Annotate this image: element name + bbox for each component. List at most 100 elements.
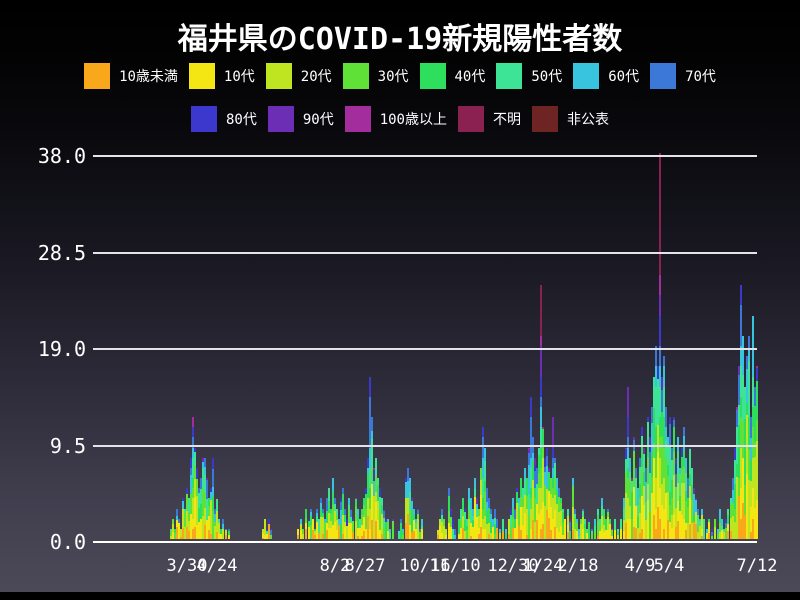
bar xyxy=(524,467,526,539)
bar-segment xyxy=(522,524,524,539)
bar-segment xyxy=(663,447,665,479)
bar-segment xyxy=(448,496,450,512)
gridline-19.0 xyxy=(93,348,757,350)
bar-segment xyxy=(486,524,488,539)
bar xyxy=(693,488,695,539)
bar xyxy=(643,447,645,539)
bar-segment xyxy=(478,527,480,535)
bar-segment xyxy=(627,498,629,519)
bar-segment xyxy=(342,494,344,515)
bar xyxy=(544,457,546,539)
bar xyxy=(586,528,588,539)
bar-segment xyxy=(641,427,643,436)
bar-segment xyxy=(725,523,727,528)
bar-segment xyxy=(514,508,516,510)
bar-segment xyxy=(657,425,659,452)
bar-segment xyxy=(730,498,732,504)
bar-segment xyxy=(649,512,651,539)
bar xyxy=(651,406,653,539)
bar-segment xyxy=(675,474,677,488)
bar-segment xyxy=(176,519,178,528)
bar-segment xyxy=(262,537,264,539)
bar-segment xyxy=(182,498,184,502)
bar-segment xyxy=(526,534,528,539)
bar xyxy=(671,447,673,539)
bar xyxy=(198,488,200,539)
bar-segment xyxy=(462,509,464,517)
bar-segment xyxy=(562,508,564,513)
bar-segment xyxy=(383,511,385,519)
bar-segment xyxy=(518,526,520,539)
bar-segment xyxy=(711,528,713,532)
bar-segment xyxy=(484,491,486,517)
bar-segment xyxy=(454,528,456,536)
bar-segment xyxy=(338,525,340,539)
bar xyxy=(214,508,216,539)
bar-segment xyxy=(196,524,198,539)
bar xyxy=(599,518,601,539)
bar-segment xyxy=(192,528,194,539)
bar xyxy=(402,528,404,539)
bar-segment xyxy=(691,500,693,524)
legend-swatch-icon xyxy=(496,63,523,89)
bar xyxy=(578,528,580,539)
bar-segment xyxy=(202,515,204,539)
bar xyxy=(332,478,334,539)
bar-segment xyxy=(746,369,748,403)
bar-segment xyxy=(220,528,222,535)
bar xyxy=(538,447,540,539)
bar xyxy=(711,528,713,539)
bar-segment xyxy=(740,417,742,448)
bar-segment xyxy=(540,488,542,509)
gridline-0.0 xyxy=(93,541,757,543)
bar-segment xyxy=(526,478,528,496)
bar xyxy=(302,528,304,539)
bar-segment xyxy=(172,531,174,539)
bar-segment xyxy=(379,510,381,531)
bar-segment xyxy=(655,366,657,387)
bar-segment xyxy=(736,406,738,410)
bar-segment xyxy=(540,406,542,428)
bar-segment xyxy=(514,527,516,539)
bar xyxy=(365,488,367,539)
bar-segment xyxy=(454,535,456,539)
bar-segment xyxy=(369,447,371,468)
bar xyxy=(176,508,178,539)
bar xyxy=(322,508,324,539)
bar xyxy=(373,467,375,539)
bar xyxy=(496,518,498,539)
bar-segment xyxy=(542,427,544,430)
bar-segment xyxy=(188,530,190,539)
bar-segment xyxy=(738,366,740,375)
bar-segment xyxy=(681,447,683,457)
bar-segment xyxy=(540,447,542,468)
bar xyxy=(300,518,302,539)
bar-segment xyxy=(492,518,494,527)
bar-segment xyxy=(530,396,532,418)
bar-segment xyxy=(605,518,607,530)
legend-label: 100歳以上 xyxy=(379,112,447,128)
bar-segment xyxy=(510,509,512,515)
bar-segment xyxy=(653,443,655,458)
bar-segment xyxy=(350,508,352,510)
bar-segment xyxy=(421,518,423,526)
bar-segment xyxy=(357,508,359,518)
bar-segment xyxy=(522,488,524,498)
bar-segment xyxy=(458,518,460,535)
bar-segment xyxy=(651,406,653,423)
bar-segment xyxy=(734,522,736,539)
bar-segment xyxy=(470,536,472,539)
bar-segment xyxy=(512,527,514,539)
bar-segment xyxy=(584,527,586,539)
bar-segment xyxy=(681,468,683,483)
bar-segment xyxy=(528,494,530,515)
bar-segment xyxy=(344,527,346,539)
bar-segment xyxy=(377,478,379,485)
bar xyxy=(631,478,633,539)
bar-segment xyxy=(371,468,373,485)
bottom-letterbox xyxy=(0,592,800,600)
bar-segment xyxy=(419,531,421,539)
bar-segment xyxy=(752,315,754,377)
bar-segment xyxy=(673,417,675,421)
